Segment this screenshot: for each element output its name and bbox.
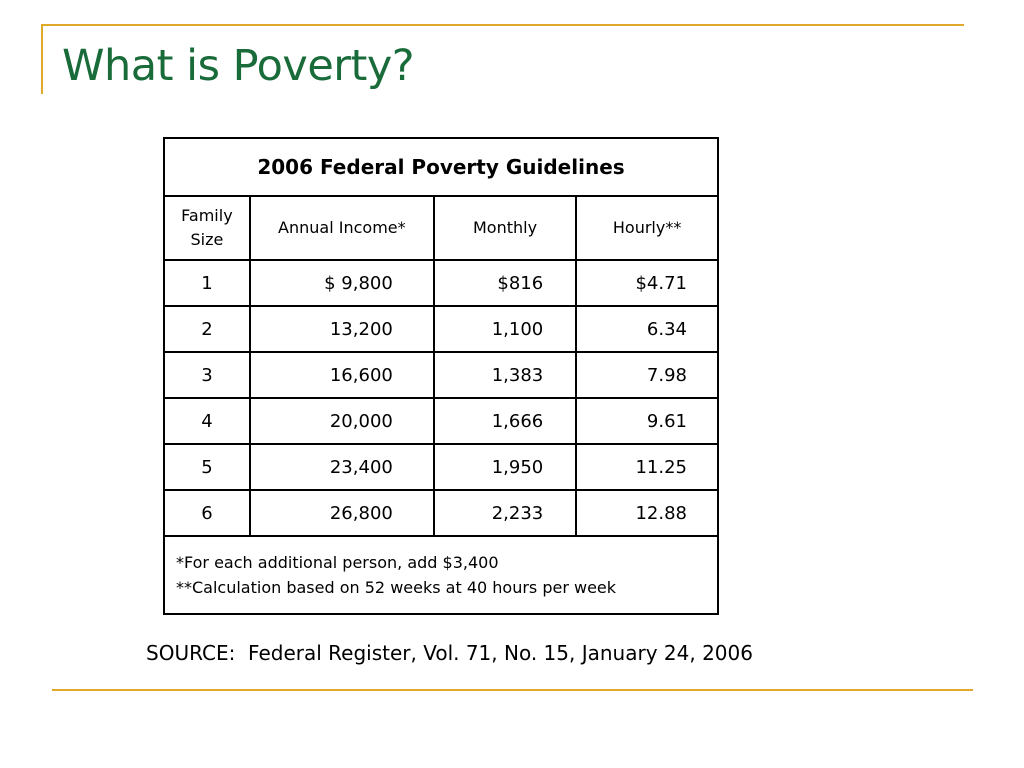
cell-annual-income: 26,800 xyxy=(248,489,435,537)
footnote-additional-person: *For each additional person, add $3,400 xyxy=(176,553,499,572)
cell-monthly: 1,383 xyxy=(432,351,578,399)
top-accent-rule xyxy=(41,24,964,26)
cell-family-size: 3 xyxy=(163,351,251,399)
cell-annual-income: 13,200 xyxy=(248,305,435,353)
cell-monthly: 2,233 xyxy=(432,489,578,537)
cell-hourly: 11.25 xyxy=(575,443,719,491)
table-caption-row: 2006 Federal Poverty Guidelines xyxy=(163,137,719,197)
cell-monthly: 1,100 xyxy=(432,305,578,353)
title-accent-bar xyxy=(41,26,43,94)
table-footnotes: *For each additional person, add $3,400 … xyxy=(163,535,719,615)
header-hourly: Hourly** xyxy=(575,195,719,261)
bottom-accent-rule xyxy=(52,689,973,691)
source-citation: SOURCE: Federal Register, Vol. 71, No. 1… xyxy=(146,641,753,665)
table-row: 3 16,600 1,383 7.98 xyxy=(163,351,719,399)
cell-hourly: 9.61 xyxy=(575,397,719,445)
cell-family-size: 5 xyxy=(163,443,251,491)
header-family-size: Family Size xyxy=(163,195,251,261)
table-row: 1 $ 9,800 $816 $4.71 xyxy=(163,259,719,307)
poverty-guidelines-table: 2006 Federal Poverty Guidelines Family S… xyxy=(163,137,719,615)
header-family-size-line2: Size xyxy=(190,230,224,249)
table-header-row: Family Size Annual Income* Monthly Hourl… xyxy=(163,195,719,261)
header-annual-income: Annual Income* xyxy=(248,195,435,261)
table-row: 4 20,000 1,666 9.61 xyxy=(163,397,719,445)
table-row: 2 13,200 1,100 6.34 xyxy=(163,305,719,353)
table-footnote-row: *For each additional person, add $3,400 … xyxy=(163,535,719,615)
cell-family-size: 6 xyxy=(163,489,251,537)
table-row: 5 23,400 1,950 11.25 xyxy=(163,443,719,491)
cell-annual-income: 23,400 xyxy=(248,443,435,491)
slide-title: What is Poverty? xyxy=(62,41,415,91)
header-monthly: Monthly xyxy=(432,195,578,261)
header-family-size-line1: Family xyxy=(181,206,233,225)
cell-annual-income: 16,600 xyxy=(248,351,435,399)
cell-family-size: 1 xyxy=(163,259,251,307)
cell-hourly: 7.98 xyxy=(575,351,719,399)
cell-hourly: 6.34 xyxy=(575,305,719,353)
footnote-hourly-calculation: **Calculation based on 52 weeks at 40 ho… xyxy=(176,578,617,597)
cell-hourly: 12.88 xyxy=(575,489,719,537)
cell-monthly: $816 xyxy=(432,259,578,307)
cell-annual-income: 20,000 xyxy=(248,397,435,445)
cell-hourly: $4.71 xyxy=(575,259,719,307)
table-row: 6 26,800 2,233 12.88 xyxy=(163,489,719,537)
cell-monthly: 1,666 xyxy=(432,397,578,445)
table-caption: 2006 Federal Poverty Guidelines xyxy=(163,137,719,197)
cell-annual-income: $ 9,800 xyxy=(248,259,435,307)
cell-monthly: 1,950 xyxy=(432,443,578,491)
cell-family-size: 4 xyxy=(163,397,251,445)
cell-family-size: 2 xyxy=(163,305,251,353)
